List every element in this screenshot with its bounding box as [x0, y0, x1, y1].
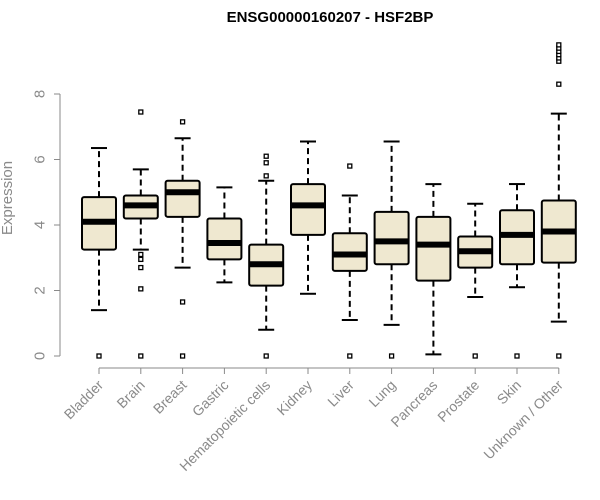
outlier-point [556, 42, 562, 48]
outlier-point [179, 119, 186, 125]
outlier-point [138, 264, 144, 271]
outlier-point [138, 286, 144, 292]
outlier-point [263, 153, 269, 159]
iqr-box [415, 215, 452, 282]
x-tick-label: Prostate [434, 377, 482, 425]
y-axis-label: Expression [0, 161, 16, 235]
box-liver [331, 163, 368, 359]
x-tick-label: Skin [494, 377, 525, 408]
chart-title: ENSG00000160207 - HSF2BP [227, 9, 434, 26]
box-prostate [457, 202, 494, 359]
box-unknown-other [540, 42, 577, 359]
iqr-box [164, 179, 201, 218]
outlier-point [347, 353, 353, 359]
outlier-point [556, 353, 562, 359]
outlier-point [179, 299, 186, 305]
box-pancreas [415, 183, 452, 356]
box-kidney [290, 140, 326, 295]
outlier-point [263, 173, 269, 179]
x-tick-label: Unknown / Other [480, 377, 566, 463]
box-hematopoietic-cells [248, 153, 285, 359]
outlier-point [347, 163, 353, 169]
outlier-point [514, 353, 520, 359]
x-tick-label: Brain [113, 377, 147, 411]
box-gastric [206, 186, 243, 284]
x-tick-label: Kidney [274, 377, 316, 419]
outlier-point [388, 353, 395, 359]
x-tick-label: Liver [324, 377, 357, 410]
outlier-point [138, 109, 144, 115]
y-axis: 0 2 4 6 8 [32, 90, 61, 360]
outlier-point [138, 251, 144, 258]
outlier-point [556, 81, 562, 87]
iqr-box [206, 217, 243, 261]
outlier-point [179, 353, 186, 359]
box-skin [499, 183, 535, 359]
y-tick-label: 2 [32, 286, 49, 294]
iqr-box [373, 210, 410, 266]
plot-area [81, 42, 577, 359]
x-tick-label: Bladder [61, 377, 107, 423]
outlier-point [138, 353, 144, 359]
x-tick-label: Lung [365, 377, 398, 410]
y-tick-label: 6 [32, 155, 49, 163]
outlier-point [472, 353, 478, 359]
box-bladder [81, 147, 117, 359]
outlier-point [138, 256, 144, 263]
x-tick-label: Breast [150, 377, 190, 417]
outlier-point [263, 160, 269, 166]
box-lung [373, 140, 410, 359]
outlier-point [263, 353, 269, 359]
y-tick-label: 8 [32, 90, 49, 98]
outlier-point [96, 353, 102, 359]
y-tick-label: 4 [32, 221, 49, 229]
box-breast [164, 119, 201, 359]
box-brain [122, 109, 159, 359]
y-tick-label: 0 [32, 352, 49, 360]
iqr-box [290, 183, 326, 236]
